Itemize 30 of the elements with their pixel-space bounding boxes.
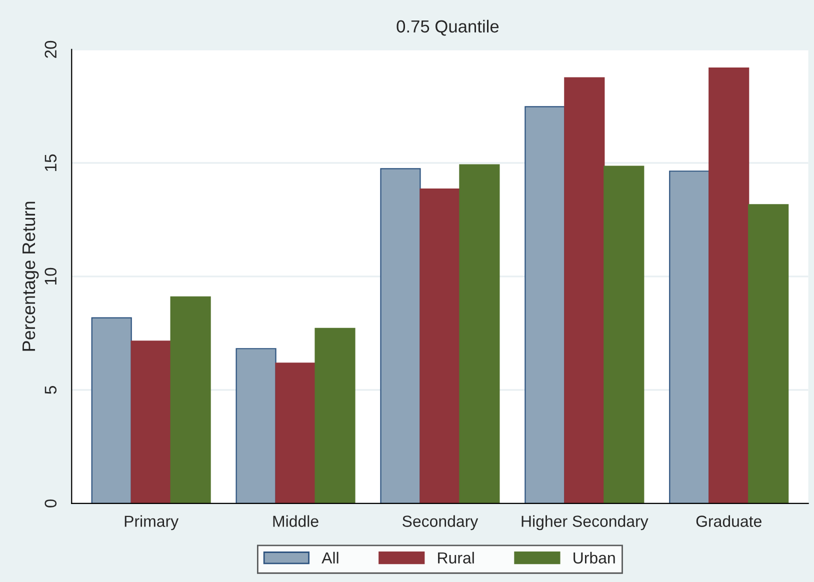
- x-tick-label: Middle: [273, 515, 318, 527]
- bar: [314, 328, 356, 504]
- y-axis-title: Percentage Return: [22, 202, 39, 351]
- legend-label: Rural: [438, 552, 474, 564]
- x-tick-label: Secondary: [402, 515, 478, 530]
- y-tick-label: 5: [44, 386, 57, 394]
- y-tick-label: 0: [44, 499, 57, 508]
- bar: [380, 168, 421, 504]
- bar: [669, 170, 710, 504]
- legend-label: All: [322, 552, 338, 564]
- bar: [130, 340, 172, 504]
- bar: [708, 68, 750, 504]
- y-tick-label: 10: [44, 268, 57, 284]
- x-tick-label: Primary: [124, 515, 179, 530]
- y-tick-label: 20: [44, 40, 57, 58]
- y-tick-label: 15: [44, 154, 57, 171]
- bar: [524, 106, 566, 504]
- x-tick-label: Higher Secondary: [522, 515, 648, 530]
- legend-label: Urban: [574, 552, 615, 564]
- bar: [91, 317, 132, 504]
- bar: [236, 348, 276, 504]
- bar: [564, 77, 605, 504]
- x-tick-label: Graduate: [696, 515, 762, 527]
- bar: [459, 164, 500, 504]
- bar: [604, 166, 644, 504]
- bar: [275, 362, 316, 504]
- bar: [420, 188, 460, 504]
- bar: [170, 296, 211, 504]
- chart-title: 0.75 Quantile: [396, 20, 499, 36]
- bar: [748, 204, 789, 504]
